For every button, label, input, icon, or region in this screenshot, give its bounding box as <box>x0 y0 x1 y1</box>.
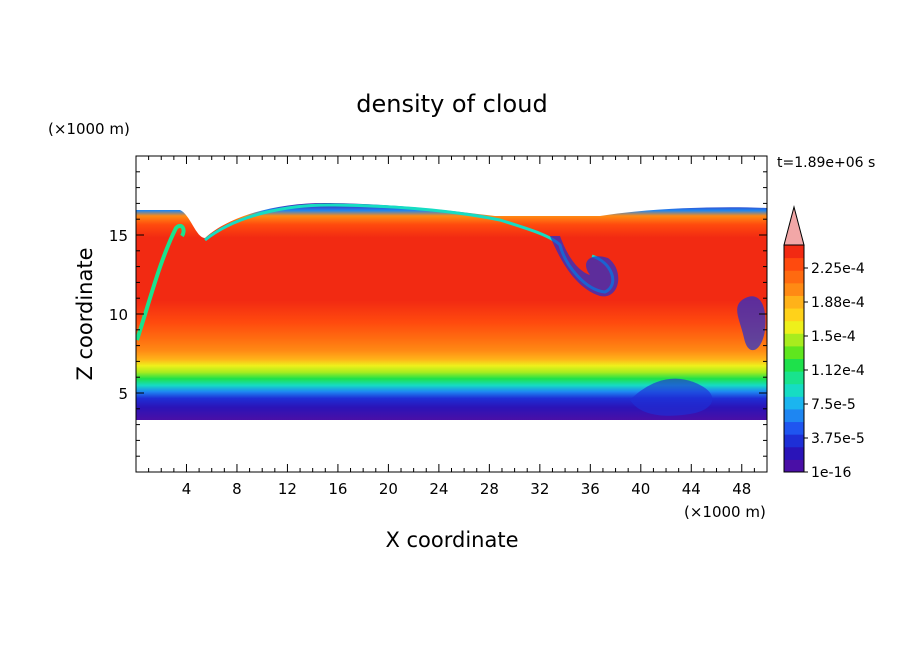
cloud-field <box>136 202 767 420</box>
colorbar-swatch <box>784 396 804 410</box>
x-tick-label: 28 <box>480 480 499 498</box>
x-tick-label: 8 <box>232 480 242 498</box>
y-tick-label: 10 <box>109 306 128 324</box>
colorbar-swatch <box>784 333 804 347</box>
colorbar-label: 2.25e-4 <box>811 261 865 277</box>
colorbar-swatch <box>784 371 804 385</box>
y-unit-label: (×1000 m) <box>48 120 130 138</box>
billow-core <box>550 236 619 297</box>
x-axis-label: X coordinate <box>385 528 518 552</box>
colorbar: 2.25e-4 1.88e-4 1.5e-4 1.12e-4 7.5e-5 3.75e-5… <box>783 205 865 481</box>
cloud-layer <box>136 202 767 420</box>
colorbar-swatch <box>784 446 804 460</box>
colorbar-swatch <box>784 245 804 259</box>
x-tick-label: 44 <box>682 480 701 498</box>
left-filament <box>136 223 186 341</box>
colorbar-swatch <box>784 320 804 334</box>
right-eddy <box>737 296 766 351</box>
colorbar-frame <box>783 244 805 473</box>
colorbar-label: 3.75e-5 <box>811 431 865 447</box>
colorbar-label: 7.5e-5 <box>811 397 856 413</box>
turbulent-patch <box>630 378 713 416</box>
colorbar-label: 1.12e-4 <box>811 363 865 379</box>
colorbar-swatch <box>784 408 804 423</box>
chart-title: density of cloud <box>356 90 547 118</box>
x-tick-label: 36 <box>581 480 600 498</box>
time-label: t=1.89e+06 s <box>777 155 875 171</box>
colorbar-swatch <box>784 295 804 309</box>
x-tick-label: 16 <box>328 480 347 498</box>
x-tick-label: 12 <box>278 480 297 498</box>
x-tick-label: 4 <box>182 480 192 498</box>
y-tick-label: 5 <box>118 385 128 403</box>
colorbar-label: 1e-16 <box>811 465 851 481</box>
y-tick-label: 15 <box>109 227 128 245</box>
x-tick-label: 32 <box>530 480 549 498</box>
colorbar-swatch <box>784 434 804 448</box>
x-unit-label: (×1000 m) <box>684 503 766 521</box>
x-tick-label: 48 <box>732 480 751 498</box>
colorbar-swatch <box>784 257 804 271</box>
colorbar-swatch <box>784 282 804 296</box>
colorbar-label: 1.5e-4 <box>811 329 856 345</box>
x-tick-label: 40 <box>631 480 650 498</box>
colorbar-swatch <box>784 358 804 372</box>
colorbar-overflow-arrow <box>783 205 805 246</box>
colorbar-swatch <box>784 345 804 359</box>
y-axis-label: Z coordinate <box>73 247 97 380</box>
colorbar-swatch <box>784 421 804 435</box>
colorbar-label: 1.88e-4 <box>811 295 865 311</box>
colorbar-swatch <box>784 308 804 322</box>
x-tick-label: 24 <box>429 480 448 498</box>
x-tick-label: 20 <box>379 480 398 498</box>
colorbar-swatch <box>784 270 804 284</box>
colorbar-swatch <box>784 459 804 473</box>
colorbar-swatch <box>784 383 804 397</box>
